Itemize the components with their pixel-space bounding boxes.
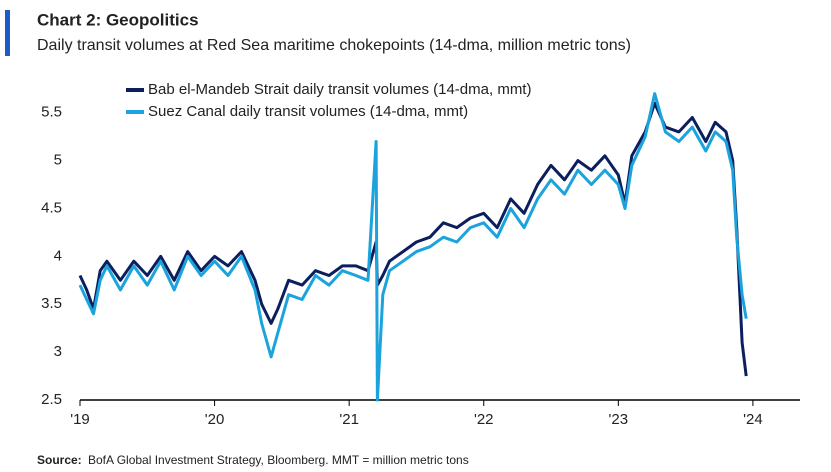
title-bar [5,10,10,56]
series-line [78,101,748,377]
chart-title: Chart 2: Geopolitics [37,10,199,29]
y-tick-label: 5 [54,152,62,169]
x-tick-label: '20 [205,411,225,428]
y-tick-label: 4.5 [41,199,62,216]
x-tick-label: '19 [70,411,90,428]
x-tick-label: '23 [609,411,629,428]
y-tick-label: 5.5 [41,104,62,121]
source-label: Source: [37,453,82,467]
chart-subtitle: Daily transit volumes at Red Sea maritim… [37,37,631,54]
y-tick-label: 3.5 [41,295,62,312]
series-line [78,92,748,402]
y-tick-label: 3 [54,343,62,360]
source: BofA Global Investment Strategy, Bloombe… [88,453,469,467]
legend-label: Bab el-Mandeb Strait daily transit volum… [148,81,531,98]
x-tick-label: '22 [474,411,494,428]
x-tick-label: '21 [339,411,359,428]
y-tick-label: 4 [54,247,62,264]
legend-label: Suez Canal daily transit volumes (14-dma… [148,103,468,120]
y-tick-label: 2.5 [41,391,62,408]
x-tick-label: '24 [743,411,763,428]
